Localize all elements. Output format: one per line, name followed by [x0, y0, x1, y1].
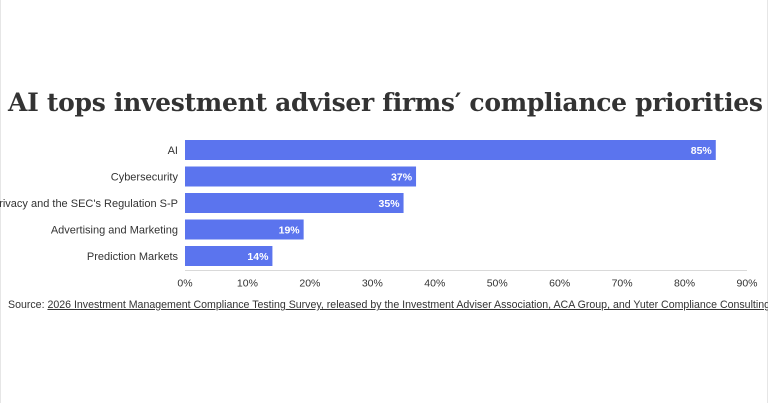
bar-1 — [185, 140, 716, 160]
source-note: Source: 2026 Investment Management Compl… — [8, 299, 768, 311]
frame-border-left — [0, 0, 1, 403]
bar-5 — [185, 246, 273, 266]
category-label: AI — [168, 145, 178, 157]
value-label: 14% — [247, 251, 269, 263]
chart-title: AI tops investment adviser firms′ compli… — [8, 88, 763, 117]
value-label: 85% — [691, 145, 713, 157]
x-tick-label: 0% — [177, 278, 192, 290]
category-label: Prediction Markets — [87, 251, 179, 263]
value-label: 37% — [391, 172, 413, 184]
value-label: 19% — [279, 225, 301, 237]
x-tick-label: 70% — [612, 278, 633, 290]
x-tick-label: 90% — [736, 278, 757, 290]
category-label: Cybersecurity — [111, 172, 179, 184]
category-label: Advertising and Marketing — [51, 225, 178, 237]
x-tick-label: 30% — [362, 278, 383, 290]
x-tick-label: 80% — [674, 278, 695, 290]
x-tick-label: 40% — [424, 278, 445, 290]
source-prefix: Source: — [8, 299, 48, 311]
x-tick-label: 50% — [487, 278, 508, 290]
x-tick-label: 60% — [549, 278, 570, 290]
bar-2 — [185, 166, 417, 187]
value-label: 35% — [379, 198, 401, 210]
x-tick-label: 10% — [237, 278, 258, 290]
bar-chart: AI 85% Cybersecurity 37% Privacy and the SEC… — [0, 140, 758, 290]
source-link[interactable]: 2026 Investment Management Compliance Te… — [47, 299, 768, 311]
x-tick-label: 20% — [299, 278, 320, 290]
category-label: Privacy and the SEC's Regulation S-P — [0, 198, 178, 210]
bar-4 — [185, 219, 304, 240]
bar-3 — [185, 193, 404, 213]
